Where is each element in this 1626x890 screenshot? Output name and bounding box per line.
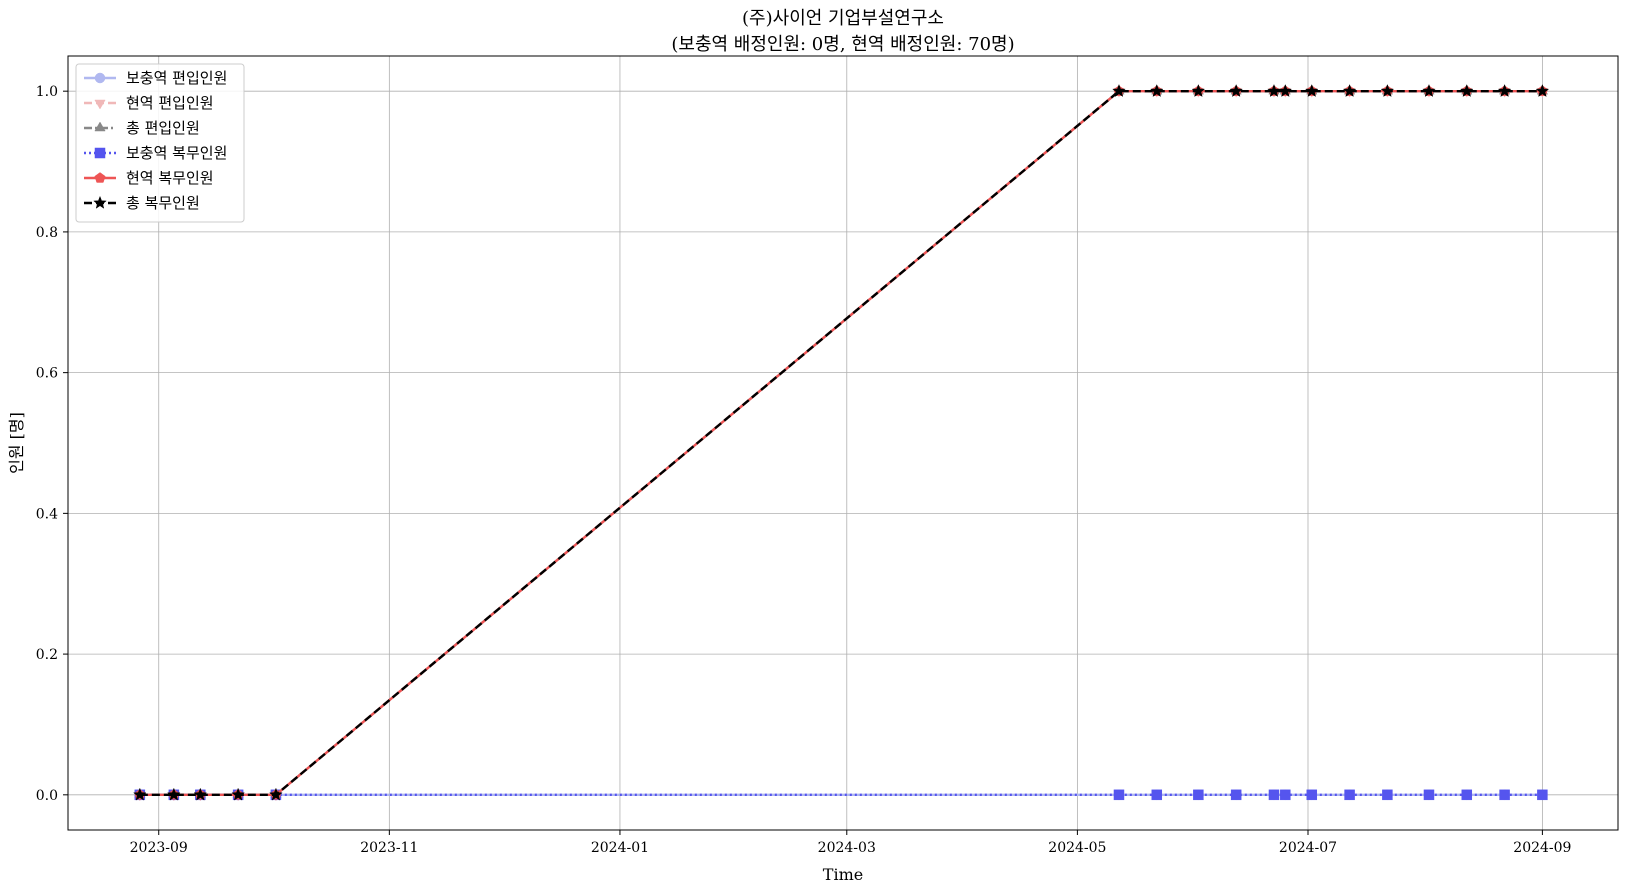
- data-point-marker: [1459, 83, 1474, 98]
- series-line: [139, 89, 1543, 797]
- data-point-marker: [1304, 83, 1319, 98]
- grid-layer: [68, 56, 1618, 830]
- series-line: [139, 89, 1543, 797]
- data-point-marker: [1461, 789, 1473, 801]
- data-point-marker: [1280, 789, 1291, 801]
- data-point-marker: [1380, 83, 1395, 98]
- data-point-marker: [1193, 789, 1204, 801]
- y-axis-label: 인원 [명]: [7, 412, 26, 474]
- legend-label: 총 복무인원: [126, 194, 200, 212]
- data-point-marker: [1537, 789, 1548, 801]
- legend-marker: [94, 99, 106, 110]
- legend-box: [75, 63, 245, 223]
- legend-marker: [93, 195, 107, 209]
- legend-label: 보충역 복무인원: [126, 144, 227, 162]
- legend-item: 보충역 복무인원: [84, 144, 227, 162]
- chart-title: (주)사이언 기업부설연구소: [742, 8, 944, 29]
- chart-subtitle: (보충역 배정인원: 0명, 현역 배정인원: 70명): [671, 34, 1014, 55]
- series-line: [139, 89, 1543, 797]
- series-layer: [132, 83, 1550, 802]
- data-point-marker: [1306, 789, 1318, 801]
- data-point-marker: [1229, 83, 1244, 98]
- legend-label: 현역 편입인원: [126, 94, 214, 112]
- data-point-marker: [1113, 789, 1125, 801]
- data-point-marker: [1382, 789, 1393, 801]
- legend-item: 총 복무인원: [84, 194, 200, 212]
- legend-marker: [94, 121, 106, 132]
- series-2: [134, 87, 1549, 802]
- x-tick-label: 2024-05: [1048, 840, 1106, 856]
- data-point-marker: [166, 787, 181, 801]
- series-line: [139, 89, 1543, 797]
- data-point-marker: [1268, 789, 1280, 801]
- y-tick-label: 0.0: [36, 788, 58, 804]
- series-4: [134, 789, 1548, 801]
- data-point-marker: [193, 787, 208, 801]
- legend-item: 총 편입인원: [84, 119, 200, 137]
- y-tick-label: 0.8: [36, 225, 58, 241]
- x-tick-label: 2024-07: [1279, 840, 1337, 856]
- data-point-marker: [1422, 83, 1436, 98]
- y-tick-label: 0.4: [36, 506, 58, 522]
- legend-item: 현역 편입인원: [84, 94, 214, 112]
- y-tick-label: 0.6: [36, 366, 58, 382]
- series-6: [132, 83, 1550, 801]
- data-point-marker: [1278, 83, 1293, 98]
- data-point-marker: [1535, 83, 1550, 98]
- data-point-marker: [1499, 789, 1510, 801]
- data-point-marker: [1423, 789, 1435, 801]
- x-axis-label: Time: [823, 865, 863, 884]
- legend-item: 현역 복무인원: [84, 169, 214, 187]
- x-tick-label: 2024-03: [818, 840, 876, 856]
- y-tick-label: 1.0: [36, 84, 58, 100]
- data-point-marker: [1344, 789, 1355, 801]
- data-point-marker: [1151, 789, 1163, 801]
- legend-marker: [94, 172, 106, 183]
- data-point-marker: [132, 787, 147, 801]
- legend-marker: [94, 147, 106, 159]
- series-3: [134, 84, 1549, 799]
- y-tick-label: 0.2: [36, 647, 58, 663]
- data-point-marker: [1230, 789, 1242, 801]
- data-point-marker: [1149, 83, 1164, 98]
- legend-label: 보충역 편입인원: [126, 69, 227, 87]
- data-point-marker: [1342, 83, 1357, 98]
- tick-layer: 2023-09 2023-11 2024-01 2024-03 2024-05 2024-…: [36, 84, 1572, 856]
- x-tick-label: 2023-09: [130, 840, 188, 856]
- x-tick-label: 2023-11: [360, 840, 418, 856]
- data-point-marker: [1112, 83, 1126, 98]
- plot-frame: [67, 55, 1619, 831]
- data-point-marker: [1497, 83, 1512, 98]
- data-point-marker: [1267, 83, 1281, 98]
- series-5: [134, 85, 1548, 800]
- legend-item: 보충역 편입인원: [84, 69, 227, 87]
- data-point-marker: [269, 787, 283, 801]
- x-tick-label: 2024-09: [1513, 840, 1571, 856]
- data-point-marker: [1191, 83, 1206, 98]
- legend-marker: [94, 72, 106, 84]
- legend-label: 총 편입인원: [126, 119, 200, 137]
- data-point-marker: [231, 787, 245, 801]
- x-tick-label: 2024-01: [591, 840, 649, 856]
- legend-label: 현역 복무인원: [126, 169, 214, 187]
